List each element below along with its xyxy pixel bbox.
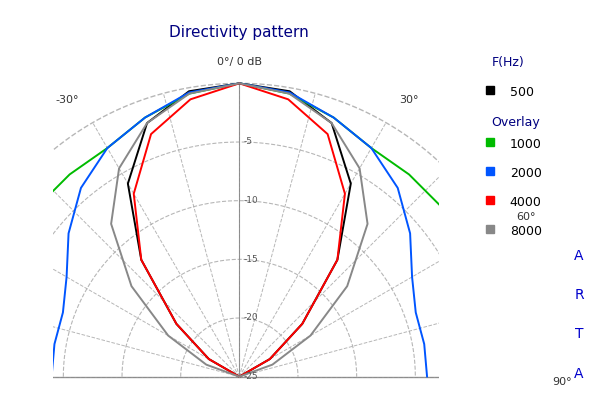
Text: 60°: 60° [517,212,536,222]
Text: 500: 500 [510,86,534,99]
Text: 0°/ 0 dB: 0°/ 0 dB [217,57,262,67]
Text: -5: -5 [244,138,253,146]
Text: 2000: 2000 [510,167,542,180]
Text: A: A [574,367,584,381]
Text: A: A [574,249,584,263]
Text: Directivity pattern: Directivity pattern [169,25,309,40]
Text: 30°: 30° [400,94,419,104]
Text: 8000: 8000 [510,225,542,238]
Text: Overlay: Overlay [491,116,540,129]
Text: R: R [574,288,584,302]
Text: -20: -20 [244,314,258,322]
Text: -25: -25 [244,372,258,381]
Text: F(Hz): F(Hz) [491,56,524,69]
Text: -10: -10 [244,196,258,205]
Text: 90°: 90° [553,377,572,387]
Text: -30°: -30° [56,94,79,104]
Text: 4000: 4000 [510,196,542,209]
Text: T: T [575,327,583,342]
Text: -15: -15 [244,255,258,264]
Text: 1000: 1000 [510,138,542,151]
